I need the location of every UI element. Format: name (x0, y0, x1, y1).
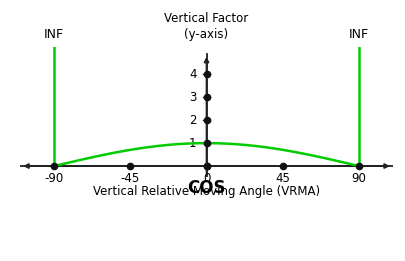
Text: -90: -90 (45, 173, 64, 186)
Text: 45: 45 (275, 173, 290, 186)
Text: 90: 90 (352, 173, 367, 186)
Text: -45: -45 (121, 173, 140, 186)
Text: INF: INF (349, 28, 369, 41)
Text: COS: COS (187, 179, 226, 197)
Text: 3: 3 (189, 91, 196, 104)
Text: 4: 4 (189, 68, 196, 81)
Text: Vertical Factor
(y-axis): Vertical Factor (y-axis) (164, 12, 249, 41)
Text: INF: INF (44, 28, 64, 41)
Text: 0: 0 (203, 173, 210, 186)
Text: 2: 2 (189, 114, 196, 127)
Text: 1: 1 (189, 137, 196, 150)
Text: Vertical Relative Moving Angle (VRMA): Vertical Relative Moving Angle (VRMA) (93, 185, 320, 198)
